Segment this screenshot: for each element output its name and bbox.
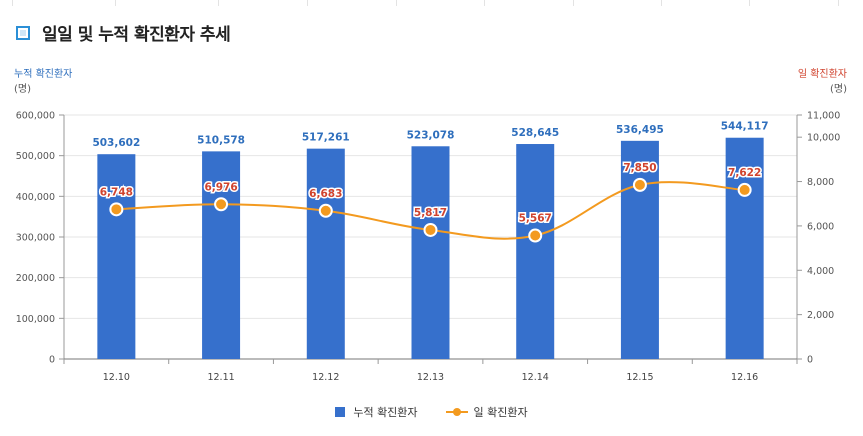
daily-value-label: 7,850	[623, 162, 656, 174]
right-axis-caption: 일 확진환자 (명)	[798, 67, 847, 97]
daily-point	[423, 222, 438, 237]
daily-point	[214, 197, 229, 212]
daily-value-label: 7,622	[728, 167, 761, 179]
left-tick-label: 0	[49, 355, 55, 366]
legend-label-daily: 일 확진환자	[473, 406, 528, 419]
right-tick-label: 11,000	[807, 111, 840, 122]
left-tick-label: 600,000	[16, 111, 55, 122]
daily-value-label: 6,976	[204, 181, 237, 193]
legend-item-daily[interactable]: 일 확진환자	[445, 404, 528, 420]
top-table-border	[0, 0, 863, 6]
bar-value-label: 503,602	[92, 137, 140, 149]
bar-value-label: 510,578	[197, 134, 245, 146]
legend-label-cumulative: 누적 확진환자	[353, 406, 418, 419]
right-tick-label: 0	[807, 355, 813, 366]
daily-value-label: 5,817	[414, 207, 447, 219]
section-header: 일일 및 누적 확진환자 추세	[16, 20, 231, 45]
combo-chart: 0 100,000 200,000 300,000 400,000 500,000 600,…	[16, 111, 841, 384]
bar-value-label: 536,495	[616, 124, 664, 136]
daily-point	[109, 202, 124, 217]
bar-value-label: 523,078	[407, 129, 455, 141]
bar-cumulative	[620, 140, 659, 359]
bar-cumulative	[97, 154, 136, 359]
chart-legend: 누적 확진환자 일 확진환자	[0, 404, 863, 420]
bar-value-label: 544,117	[721, 121, 769, 133]
left-axis-label: 누적 확진환자	[14, 69, 73, 80]
left-tick-label: 500,000	[16, 151, 55, 162]
bar-cumulative	[516, 144, 555, 359]
x-tick-label: 12.14	[522, 372, 549, 383]
legend-item-cumulative[interactable]: 누적 확진환자	[335, 404, 418, 420]
daily-value-label: 5,567	[519, 213, 552, 225]
x-tick-label: 12.13	[417, 372, 444, 383]
chart-title: 일일 및 누적 확진환자 추세	[42, 25, 231, 45]
legend-line-swatch	[445, 407, 468, 417]
bar-value-label: 517,261	[302, 132, 350, 144]
left-axis-unit: (명)	[14, 84, 32, 95]
right-axis-label: 일 확진환자	[797, 69, 847, 80]
left-tick-label: 300,000	[16, 233, 55, 244]
right-tick-label: 10,000	[807, 133, 840, 144]
daily-value-label: 6,748	[100, 186, 133, 198]
x-tick-label: 12.15	[626, 372, 653, 383]
left-tick-label: 400,000	[16, 192, 55, 203]
left-tick-label: 100,000	[16, 314, 55, 325]
daily-value-label: 6,683	[309, 188, 342, 200]
bar-value-label: 528,645	[511, 127, 559, 139]
x-tick-label: 12.16	[731, 372, 758, 383]
x-tick-label: 12.11	[207, 372, 234, 383]
right-tick-label: 4,000	[807, 266, 834, 277]
right-tick-label: 2,000	[807, 310, 834, 321]
right-axis-unit: (명)	[829, 84, 847, 95]
bar-cumulative	[725, 137, 764, 359]
daily-point	[528, 228, 543, 243]
x-tick-label: 12.10	[103, 372, 130, 383]
daily-point	[632, 177, 647, 192]
daily-point	[737, 182, 752, 197]
bar-cumulative	[202, 151, 241, 359]
right-tick-label: 8,000	[807, 177, 834, 188]
x-tick-label: 12.12	[312, 372, 339, 383]
left-axis-caption: 누적 확진환자 (명)	[14, 67, 72, 97]
square-bullet-icon	[16, 25, 30, 40]
right-tick-label: 6,000	[807, 221, 834, 232]
legend-bar-swatch	[335, 407, 346, 417]
bar-cumulative	[411, 146, 450, 359]
bar-cumulative	[306, 148, 345, 359]
daily-point	[318, 203, 333, 218]
left-tick-label: 200,000	[16, 273, 55, 284]
